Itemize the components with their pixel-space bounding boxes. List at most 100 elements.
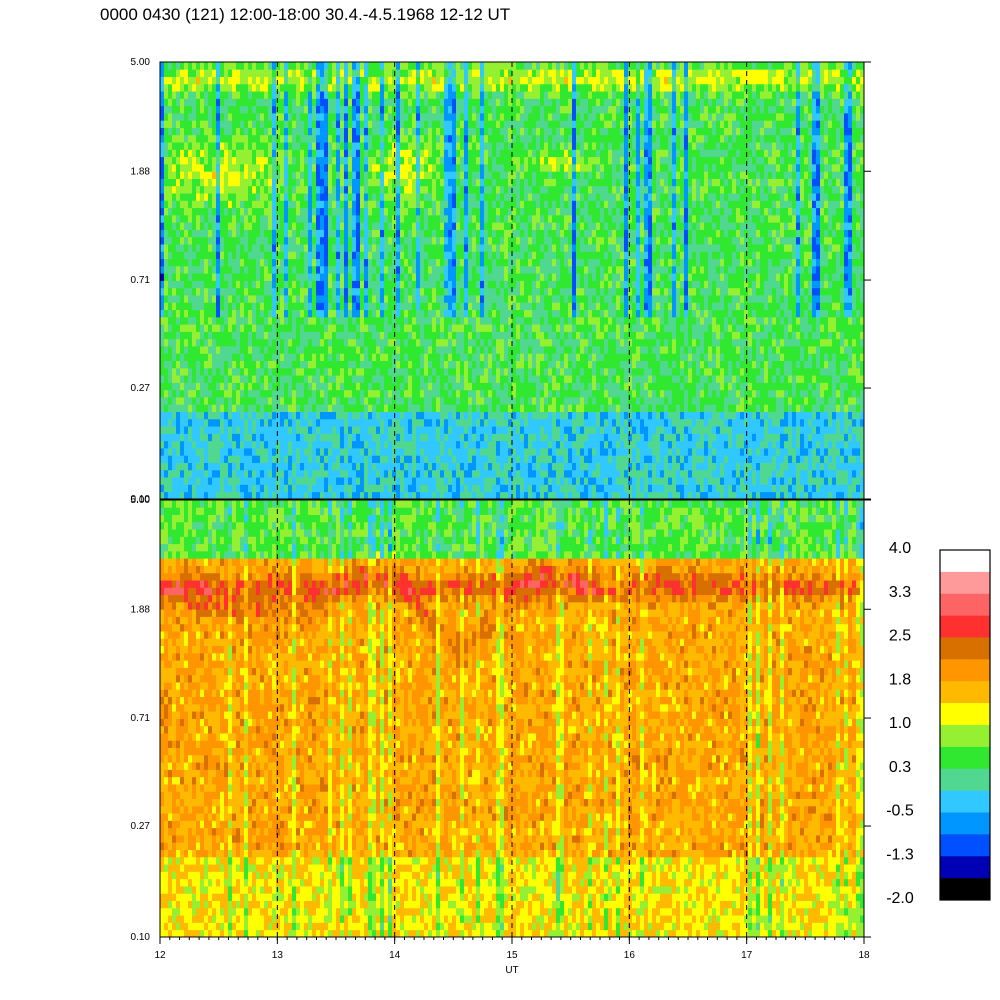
heatmap-cell bbox=[276, 448, 281, 456]
heatmap-cell bbox=[296, 214, 301, 223]
heatmap-cell bbox=[440, 353, 445, 362]
heatmap-cell bbox=[332, 236, 337, 245]
heatmap-cell bbox=[476, 214, 481, 223]
heatmap-cell bbox=[340, 338, 345, 347]
heatmap-cell bbox=[308, 382, 313, 391]
heatmap-cell bbox=[324, 397, 329, 405]
heatmap-cell bbox=[408, 273, 413, 281]
heatmap-cell bbox=[208, 433, 213, 442]
heatmap-cell bbox=[176, 316, 181, 325]
heatmap-cell bbox=[308, 338, 313, 347]
heatmap-cell bbox=[332, 178, 337, 187]
heatmap-cell bbox=[404, 338, 409, 347]
heatmap-cell bbox=[444, 324, 449, 332]
heatmap-cell bbox=[192, 302, 197, 311]
heatmap-cell bbox=[180, 346, 185, 354]
heatmap-cell bbox=[240, 484, 245, 493]
heatmap-cell bbox=[256, 178, 261, 187]
heatmap-cell bbox=[268, 207, 273, 216]
heatmap-cell bbox=[340, 367, 345, 376]
heatmap-cell bbox=[268, 484, 273, 493]
heatmap-cell bbox=[232, 214, 237, 223]
heatmap-cell bbox=[352, 69, 357, 77]
heatmap-cell bbox=[284, 469, 289, 478]
heatmap-cell bbox=[272, 360, 277, 369]
heatmap-cell bbox=[292, 397, 297, 405]
heatmap-cell bbox=[372, 229, 377, 238]
heatmap-cell bbox=[224, 265, 229, 274]
heatmap-cell bbox=[368, 484, 373, 493]
heatmap-cell bbox=[292, 448, 297, 456]
heatmap-cell bbox=[368, 367, 373, 376]
heatmap-cell bbox=[312, 280, 317, 289]
heatmap-cell bbox=[444, 149, 449, 158]
heatmap-cell bbox=[288, 448, 293, 456]
heatmap-cell bbox=[488, 83, 493, 92]
heatmap-cell bbox=[468, 69, 473, 77]
heatmap-cell bbox=[380, 433, 385, 442]
heatmap-cell bbox=[380, 440, 385, 449]
heatmap-cell bbox=[384, 426, 389, 434]
heatmap-cell bbox=[364, 193, 369, 201]
heatmap-cell bbox=[300, 324, 305, 332]
heatmap-cell bbox=[356, 360, 361, 369]
heatmap-cell bbox=[236, 127, 241, 136]
heatmap-cell bbox=[388, 353, 393, 362]
heatmap-cell bbox=[188, 251, 193, 260]
heatmap-cell bbox=[272, 309, 277, 318]
heatmap-cell bbox=[400, 331, 405, 340]
heatmap-cell bbox=[464, 324, 469, 332]
heatmap-cell bbox=[172, 178, 177, 187]
heatmap-cell bbox=[316, 273, 321, 281]
heatmap-cell bbox=[476, 258, 481, 267]
heatmap-cell bbox=[368, 120, 373, 128]
heatmap-cell bbox=[208, 309, 213, 318]
heatmap-cell bbox=[188, 295, 193, 303]
heatmap-cell bbox=[208, 287, 213, 296]
heatmap-cell bbox=[304, 462, 309, 471]
heatmap-cell bbox=[256, 134, 261, 143]
heatmap-cell bbox=[272, 258, 277, 267]
heatmap-cell bbox=[440, 324, 445, 332]
heatmap-cell bbox=[360, 316, 365, 325]
heatmap-cell bbox=[404, 142, 409, 150]
heatmap-cell bbox=[348, 156, 353, 165]
heatmap-cell bbox=[488, 69, 493, 77]
heatmap-cell bbox=[476, 265, 481, 274]
heatmap-cell bbox=[224, 397, 229, 405]
heatmap-cell bbox=[348, 477, 353, 485]
heatmap-cell bbox=[180, 404, 185, 412]
heatmap-cell bbox=[244, 273, 249, 281]
heatmap-cell bbox=[472, 265, 477, 274]
heatmap-cell bbox=[404, 265, 409, 274]
heatmap-cell bbox=[340, 112, 345, 121]
heatmap-cell bbox=[460, 91, 465, 99]
heatmap-cell bbox=[456, 207, 461, 216]
heatmap-cell bbox=[256, 338, 261, 347]
heatmap-cell bbox=[184, 353, 189, 362]
heatmap-cell bbox=[420, 331, 425, 340]
heatmap-cell bbox=[420, 127, 425, 136]
heatmap-cell bbox=[392, 244, 397, 252]
heatmap-cell bbox=[244, 491, 249, 499]
heatmap-cell bbox=[368, 433, 373, 442]
heatmap-cell bbox=[432, 426, 437, 434]
heatmap-cell bbox=[320, 149, 325, 158]
heatmap-cell bbox=[176, 98, 181, 107]
heatmap-cell bbox=[352, 418, 357, 427]
heatmap-cell bbox=[180, 360, 185, 369]
heatmap-cell bbox=[440, 156, 445, 165]
heatmap-cell bbox=[304, 404, 309, 412]
heatmap-cell bbox=[184, 389, 189, 398]
heatmap-cell bbox=[480, 346, 485, 354]
heatmap-cell bbox=[160, 309, 165, 318]
heatmap-cell bbox=[352, 273, 357, 281]
heatmap-cell bbox=[408, 112, 413, 121]
heatmap-cell bbox=[280, 469, 285, 478]
heatmap-cell bbox=[228, 171, 233, 179]
heatmap-cell bbox=[268, 455, 273, 463]
heatmap-cell bbox=[184, 346, 189, 354]
heatmap-cell bbox=[428, 469, 433, 478]
heatmap-cell bbox=[380, 491, 385, 499]
heatmap-cell bbox=[296, 134, 301, 143]
